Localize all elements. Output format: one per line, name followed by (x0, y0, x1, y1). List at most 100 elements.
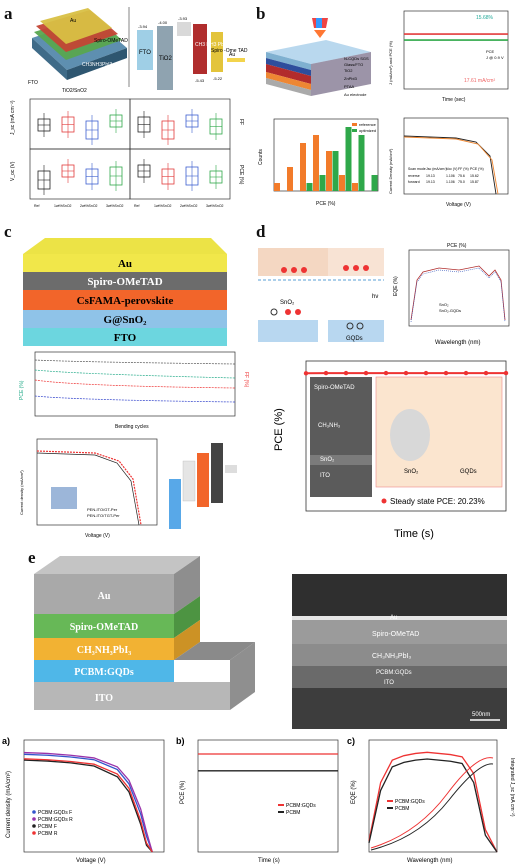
energy-value-3: -3.93 (178, 16, 188, 21)
d-steady-legend: Steady state PCE: 20.23% (390, 497, 485, 506)
panel-e-sub-a-jv-chart: a) Current density (mA/cm²) Voltage (V) … (2, 736, 165, 864)
panel-a: a FTO TiO2/SnO2 CH3NH3PbI3 Spiro-OMeTAD … (0, 0, 250, 215)
box-xlabel-8: 3wt%SnO2 (206, 204, 224, 208)
b-hist-bar-0-0 (274, 183, 280, 191)
d-diagram-gqds: GQDs (346, 336, 363, 342)
box-xlabel-4: 3wt%SnO2 (106, 204, 124, 208)
b-layer-1: N-CQDs SGS (344, 56, 369, 61)
d-eqe-title: PCE (%) (447, 243, 467, 249)
e-layer-perovskite: CH₃NH₃PbI₃ (77, 645, 132, 656)
b-hist-bar-0-5 (339, 175, 345, 191)
d-sem-label-ito: ITO (320, 473, 330, 479)
b-hist-bar-0-3 (313, 135, 319, 191)
panel-label-e: e (28, 548, 36, 567)
c-layer-spiro: Spiro-OMeTAD (87, 276, 162, 288)
panel-d: d SnO₂ GQDs hν PCE (%) EQE (%) Wavelengt… (254, 220, 519, 545)
panel-c-energy-diagram (169, 443, 237, 529)
panel-label-d: d (256, 222, 266, 241)
b-layer-2: Glass/FTO (344, 62, 363, 67)
energy-label-au: Au (229, 52, 235, 58)
panel-c-device-stack: Au Spiro-OMeTAD CsFAMA-perovskite G@SnO₂… (23, 238, 227, 346)
c-layer-gsno2: G@SnO₂ (104, 314, 148, 326)
b-layer-3: TiO2 (344, 68, 353, 73)
b-hist-legend-opt: optimized (359, 128, 376, 133)
panel-c-bending-chart: PCE (%) FF (%) Bending cycles (19, 351, 249, 430)
panel-e-sub-c-eqe-chart: c) EQE (%) Integrated J_sc (mA cm⁻²) Wav… (347, 736, 515, 864)
b-jv-r2c3: 1.106 (446, 180, 455, 184)
b-hist-bar-0-6 (352, 183, 358, 191)
b-jv-r2c5: 15.87 (470, 180, 479, 184)
e-sub-b-label: b) (176, 736, 185, 746)
c-stab-xlabel: Bending cycles (115, 424, 149, 430)
d-inset-gqds: GQDs (460, 469, 477, 475)
b-stable-pce-value: 15.68% (476, 15, 494, 21)
b-stable-legend-pce: PCE (486, 49, 495, 54)
box-xlabel-6: 1wt%SnO2 (154, 204, 172, 208)
b-hist-bar-0-1 (287, 167, 293, 191)
e-layer-spiro: Spiro-OMeTAD (70, 622, 139, 633)
e-jv-ylabel: Current density (mA/cm²) (6, 771, 12, 838)
b-hist-bar-1-4 (332, 151, 339, 191)
e-sem-au: Au (390, 615, 397, 621)
b-hist-bar-1-3 (319, 175, 326, 191)
e-jv-legend-2: PCBM F (38, 824, 57, 830)
d-eqe-legend-2: SnO₂-GQDs (439, 308, 461, 313)
c-stab-ylabel-left: PCE (%) (19, 380, 25, 400)
b-hist-bar-0-4 (326, 151, 332, 191)
b-hist-bar-1-2 (306, 183, 313, 191)
e-eqe-legend-1: PCBM (395, 806, 409, 812)
b-hist-xlabel: PCE (%) (316, 201, 336, 207)
panel-e: e Au Spiro-OMeTAD CH₃NH₃PbI₃ PCBM:GQDs I… (0, 548, 519, 866)
b-hist-legend-ref: reference (359, 122, 377, 127)
box-ylabel-ff: FF (238, 119, 244, 125)
b-jv-th-5: PCE (%) (470, 167, 484, 171)
e-eqe-ylabel: EQE (%) (351, 780, 357, 804)
b-hist-bar-1-6 (358, 135, 365, 191)
box-ylabel-voc: V_oc (V) (10, 161, 16, 181)
e-sem-pcbm: PCBM:GQDs (376, 670, 412, 676)
panel-a-layer-au: Au (70, 18, 76, 24)
b-stable-legend-j: J @ 0.9 V (486, 55, 504, 60)
e-jv-series-3 (23, 758, 153, 853)
e-eqe-series-0 (368, 751, 498, 853)
e-jv-series-2 (23, 759, 153, 853)
b-jv-r1c4: 75.6 (458, 174, 465, 178)
b-jv-r2c2: 19.13 (426, 180, 435, 184)
panel-d-eqe-chart: PCE (%) EQE (%) Wavelength (nm) SnO₂ SnO… (393, 243, 510, 346)
e-jv-legend-3: PCBM R (38, 831, 58, 837)
d-steady-ylabel: PCE (%) (273, 408, 285, 451)
e-jv-legend-1: PCBM:GQDs R (38, 817, 73, 823)
d-sem-label-spiro: Spiro-OMeTAD (314, 385, 355, 391)
panel-b-device-stack: N-CQDs SGS Glass/FTO TiO2 ZnPbI3 PTAA Au… (266, 18, 371, 97)
e-sub-c-label: c) (347, 736, 355, 746)
b-jv-xlabel: Voltage (V) (446, 202, 471, 208)
c-layer-au: Au (118, 258, 132, 270)
e-sem-ito: ITO (384, 680, 394, 686)
d-diagram-sno2: SnO₂ (280, 300, 295, 306)
b-jv-ylabel: Current Density (mA/cm²) (388, 148, 393, 194)
d-eqe-legend-1: SnO₂ (439, 302, 449, 307)
b-stable-xlabel: Time (sec) (442, 97, 466, 103)
b-layer-4: ZnPbI3 (344, 76, 358, 81)
panel-e-sem-image: Au Spiro-OMeTAD CH₃NH₃PbI₃ PCBM:GQDs ITO… (292, 574, 507, 729)
e-layer-au: Au (98, 591, 111, 602)
energy-value-4: -5.43 (195, 78, 205, 83)
panel-a-layer-spiro: Spiro-OMeTAD (94, 38, 128, 44)
b-hist-bar-0-2 (300, 143, 306, 191)
c-jv-legend-2: PEN-ITO/TGT-Per (87, 513, 120, 518)
panel-b: b N-CQDs SGS Glass/FTO TiO2 ZnPbI3 PTAA … (254, 0, 519, 215)
b-stable-ylabel: J (mA/cm²) and PCE (%) (388, 40, 393, 85)
c-stab-ylabel-right: FF (%) (243, 372, 249, 388)
b-jv-th-1: Scan mode (408, 167, 426, 171)
e-pce-ylabel: PCE (%) (180, 781, 186, 804)
energy-value-1: -3.94 (138, 24, 148, 29)
b-jv-th-3: Voc (V) (446, 167, 457, 171)
b-jv-th-4: FF (%) (458, 167, 469, 171)
energy-value-2: -4.00 (158, 20, 168, 25)
c-layer-perovskite: CsFAMA-perovskite (77, 295, 174, 307)
box-xlabel-5: Ref (134, 204, 139, 208)
e-eqe-xlabel: Wavelength (nm) (407, 858, 452, 864)
panel-c-jv-chart: Current density (mA/cm²) Voltage (V) PEN… (19, 438, 158, 539)
c-jv-xlabel: Voltage (V) (85, 533, 110, 539)
